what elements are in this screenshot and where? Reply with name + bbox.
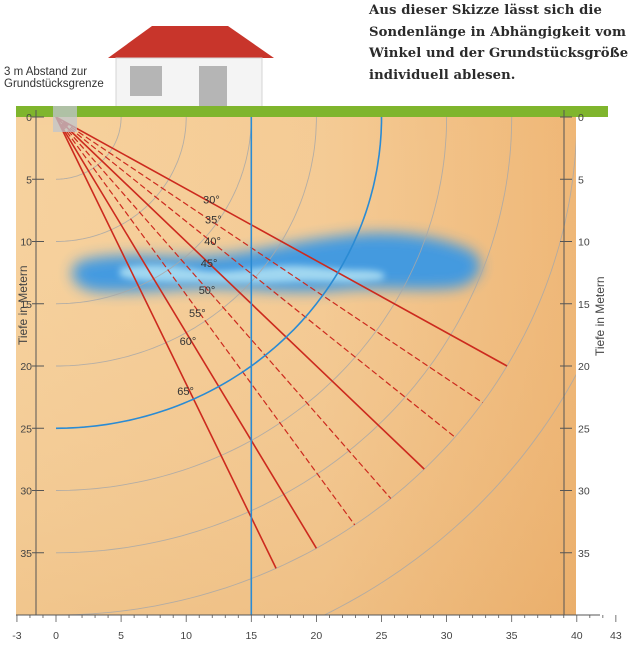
depth-tick-label: 15 [20,299,32,311]
x-tick-label: -3 [12,630,21,642]
right-axis-label: Tiefe in Metern [593,276,607,356]
angle-label: 50° [199,285,216,297]
probe-line [55,117,425,470]
depth-tick-label: 30 [578,486,590,498]
angle-label: 30° [203,194,220,206]
probe-line [55,117,318,549]
probe-line [55,117,483,404]
x-tick-label: 10 [180,630,192,642]
probe-line [55,117,392,499]
angle-label: 55° [189,308,206,320]
angle-label: 65° [177,386,194,398]
caption: Aus dieser Skizze lässt sich die Sondenl… [369,0,637,86]
ground-surface [16,106,608,117]
x-tick-label: 15 [245,630,257,642]
depth-tick-label: 30 [20,486,32,498]
caption-line: Aus dieser Skizze lässt sich die [369,3,602,18]
x-tick-label: 25 [376,630,388,642]
x-tick-label: 30 [441,630,453,642]
angle-label: 35° [205,215,222,227]
angle-label: 60° [180,336,197,348]
boundary-note: 3 m Abstand zur Grundstücksgrenze [4,66,104,90]
x-axis: -3 0 5 10 15 20 25 30 35 40 43 [12,614,622,642]
depth-tick-label: 5 [26,174,32,186]
left-axis-label: Tiefe in Metern [16,265,30,345]
angle-labels: 30° 35° 40° 45° 50° 55° 60° 65° [177,194,221,398]
x-tick-label: 5 [118,630,124,642]
depth-rulers: 0 5 10 15 20 25 30 35 0 5 10 15 20 25 30 35 [20,110,590,615]
boundary-note-line: Grundstücksgrenze [4,78,104,90]
depth-tick-label: 25 [578,423,590,435]
boundary-note-line: 3 m Abstand zur [4,66,88,78]
probe-line [55,117,356,526]
boundary-arc [55,117,383,430]
caption-line: Sondenlänge in Abhängigkeit vom [369,24,626,40]
depth-tick-label: 0 [578,112,584,124]
x-tick-label: 43 [610,630,622,642]
depth-tick-label: 25 [20,423,32,435]
angle-label: 45° [201,258,218,270]
depth-tick-label: 10 [578,237,590,249]
caption-line: individuell ablesen. [369,67,516,83]
probe-line [55,117,456,438]
x-tick-label: 35 [506,630,518,642]
depth-tick-label: 10 [20,237,32,249]
probe-lines [55,117,508,569]
boundary-markers [55,117,383,615]
probe-line [55,117,277,569]
caption-line: Winkel und der Grundstücksgröße [369,46,629,62]
depth-tick-label: 5 [578,174,584,186]
depth-tick-label: 0 [26,112,32,124]
probe-line [55,117,508,367]
angle-label: 40° [204,236,221,248]
depth-tick-label: 20 [20,361,32,373]
depth-tick-label: 20 [578,361,590,373]
depth-tick-label: 35 [578,548,590,560]
x-tick-label: 20 [311,630,323,642]
x-tick-label: 0 [53,630,59,642]
distance-arc [55,135,576,615]
x-tick-label: 40 [571,630,583,642]
house-icon [108,26,274,109]
distance-arc [323,374,576,615]
depth-tick-label: 15 [578,299,590,311]
depth-tick-label: 35 [20,548,32,560]
